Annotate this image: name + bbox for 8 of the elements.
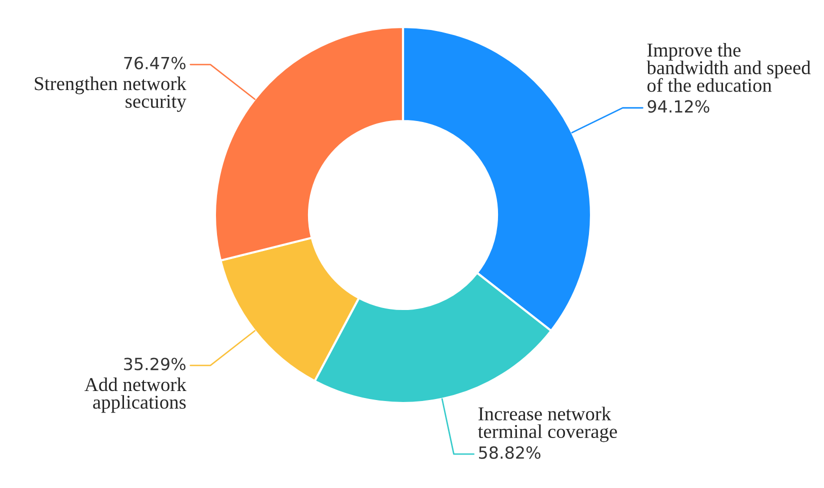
data-label: 76.47% [124,56,186,70]
slice-label: Increase network terminal coverage [478,406,617,442]
slice-label: Improve the bandwidth and speed of the education [646,42,811,92]
slice-label: Strengthen network security [34,76,186,112]
data-label: 35.29% [124,358,186,370]
slice-label: Add network applications [84,377,186,413]
data-label: 58.82% [479,446,540,459]
data-label: 94.12% [648,100,710,113]
